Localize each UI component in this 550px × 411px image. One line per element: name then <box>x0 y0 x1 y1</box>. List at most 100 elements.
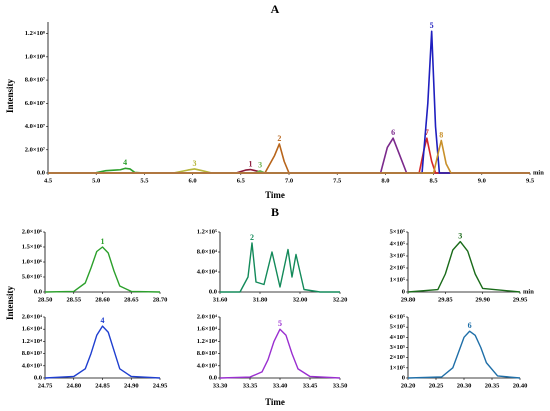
x-tick-label: 7.0 <box>285 177 293 184</box>
trace <box>219 328 341 379</box>
x-tick-label: 29.80 <box>401 296 416 303</box>
y-tick-label: 4×10⁵ <box>390 240 405 247</box>
peak-label: 3 <box>458 231 462 240</box>
x-tick-label: 31.80 <box>253 296 268 303</box>
x-tick-label: 20.35 <box>485 382 500 389</box>
y-tick-label: 1×10⁵ <box>390 276 405 283</box>
y-tick-label: 8.0×10⁷ <box>25 77 45 84</box>
peak-label: 4 <box>123 158 127 167</box>
x-tick-label: 29.85 <box>438 296 453 303</box>
x-tick-label: 28.65 <box>124 296 139 303</box>
x-tick-label: 28.60 <box>95 296 110 303</box>
x-tick-label: 20.40 <box>513 382 528 389</box>
y-tick-label: 0.0 <box>34 374 42 381</box>
trace <box>407 240 521 293</box>
x-tick-label: 31.60 <box>213 296 228 303</box>
panel-a-y-label: Intensity <box>5 79 15 114</box>
x-tick-label: 32.00 <box>293 296 308 303</box>
x-tick-label: 20.20 <box>401 382 416 389</box>
y-tick-label: 0 <box>402 374 405 381</box>
x-tick-label: 9.5 <box>526 177 535 184</box>
y-tick-label: 8.0×10³ <box>197 350 217 357</box>
panel-a-title: A <box>271 2 280 16</box>
x-tick-label: 33.50 <box>333 382 348 389</box>
x-tick-label: 33.45 <box>303 382 318 389</box>
x-tick-label: 32.20 <box>333 296 348 303</box>
trace <box>407 330 521 379</box>
y-tick-label: 6.0×10⁷ <box>25 100 45 107</box>
peak-label: 8 <box>439 130 443 139</box>
y-tick-label: 2.0×10⁴ <box>22 313 42 320</box>
x-tick-label: 28.50 <box>38 296 53 303</box>
y-tick-label: 2.0×10⁶ <box>22 228 42 235</box>
x-tick-label: 7.5 <box>333 177 342 184</box>
peak-label: 1 <box>101 237 105 246</box>
x-tick-label: 29.95 <box>513 296 528 303</box>
y-tick-label: 5×10⁵ <box>390 228 405 235</box>
x-tick-label: 24.90 <box>124 382 139 389</box>
trace <box>48 137 530 174</box>
peak-label: 2 <box>277 134 281 143</box>
x-tick-label: 28.70 <box>153 296 168 303</box>
x-tick-label: 24.80 <box>66 382 81 389</box>
x-tick-label: 33.30 <box>213 382 228 389</box>
y-tick-label: 0 <box>402 288 405 295</box>
y-tick-label: 1.2×10⁸ <box>25 30 45 37</box>
peak-label: 5 <box>278 319 282 328</box>
x-tick-label: 9.0 <box>478 177 486 184</box>
peak-label: 3 <box>193 159 197 168</box>
y-tick-label: 5.0×10⁵ <box>22 273 42 280</box>
y-tick-label: 4.0×10⁷ <box>25 123 45 130</box>
x-tick-label: 8.0 <box>381 177 389 184</box>
x-tick-label: 6.5 <box>237 177 246 184</box>
trace <box>48 30 530 174</box>
peak-label: 2 <box>250 233 254 242</box>
y-tick-label: 2.0×10⁴ <box>197 313 217 320</box>
x-tick-label: 6.0 <box>189 177 197 184</box>
x-tick-label: 24.95 <box>153 382 168 389</box>
y-tick-label: 1.0×10⁶ <box>22 258 42 265</box>
trace <box>220 242 340 293</box>
x-tick-label: 28.55 <box>66 296 81 303</box>
y-tick-label: 1×10⁵ <box>390 364 405 371</box>
x-unit: min <box>533 169 544 176</box>
y-tick-label: 4×10⁵ <box>390 334 405 341</box>
y-tick-label: 8.0×10⁴ <box>197 248 217 255</box>
peak-label: 3 <box>258 161 262 170</box>
y-tick-label: 6×10⁵ <box>390 313 405 320</box>
y-tick-label: 1.0×10⁸ <box>25 53 45 60</box>
y-tick-label: 4.0×10³ <box>197 362 217 369</box>
x-tick-label: 33.35 <box>243 382 258 389</box>
y-tick-label: 2.0×10⁷ <box>25 146 45 153</box>
trace <box>48 139 530 174</box>
x-tick-label: 24.75 <box>38 382 53 389</box>
peak-label: 5 <box>430 21 434 30</box>
x-tick-label: 33.40 <box>273 382 288 389</box>
y-tick-label: 4.0×10⁴ <box>197 268 217 275</box>
y-tick-label: 0.0 <box>37 169 45 176</box>
trace <box>48 143 530 174</box>
peak-label: 6 <box>468 321 472 330</box>
y-tick-label: 1.2×10⁴ <box>197 338 217 345</box>
panel-a-x-label: Time <box>265 190 285 200</box>
y-tick-label: 0.0 <box>209 374 217 381</box>
peak-label: 7 <box>425 128 429 137</box>
y-tick-label: 3×10⁵ <box>390 344 405 351</box>
y-tick-label: 8.0×10³ <box>22 350 42 357</box>
y-tick-label: 1.6×10⁴ <box>22 326 42 333</box>
y-tick-label: 3×10⁵ <box>390 252 405 259</box>
trace <box>44 325 161 379</box>
peak-label: 6 <box>391 128 395 137</box>
y-tick-label: 2×10⁵ <box>390 354 405 361</box>
y-tick-label: 1.2×10⁵ <box>197 228 217 235</box>
x-tick-label: 5.0 <box>92 177 100 184</box>
trace <box>48 137 530 174</box>
panel-b-x-label: Time <box>265 397 285 407</box>
y-tick-label: 1.5×10⁶ <box>22 243 42 250</box>
y-tick-label: 0.0 <box>209 288 217 295</box>
x-tick-label: 20.30 <box>457 382 472 389</box>
panel-b-title: B <box>271 205 279 219</box>
peak-label: 4 <box>101 316 105 325</box>
y-tick-label: 0.0 <box>34 288 42 295</box>
x-tick-label: 4.5 <box>44 177 53 184</box>
